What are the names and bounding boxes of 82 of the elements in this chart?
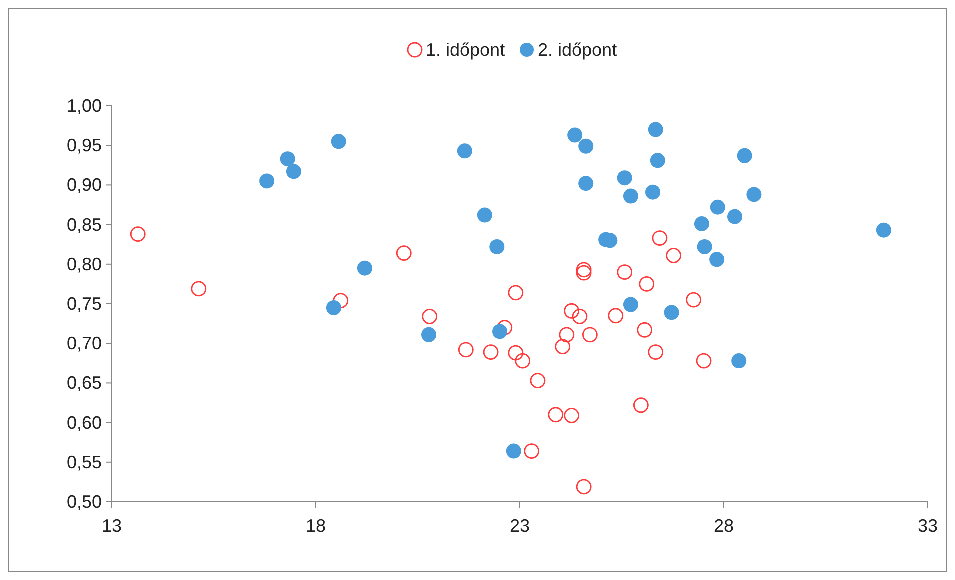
point [576, 262, 592, 278]
point [568, 128, 583, 143]
point [623, 188, 638, 204]
point [564, 303, 580, 319]
point [710, 252, 725, 268]
point [623, 297, 638, 312]
y-tick-label: 0,55 [66, 452, 102, 472]
point [694, 216, 710, 232]
y-tick-label: 0,90 [66, 175, 102, 196]
point [130, 226, 146, 242]
point [497, 320, 513, 336]
point [666, 248, 682, 264]
y-tick-label: 0,60 [66, 412, 102, 433]
point [508, 345, 524, 361]
point [728, 209, 743, 224]
point [876, 222, 892, 238]
point [572, 308, 588, 324]
point [506, 444, 522, 459]
y-tick-label: 0,50 [66, 492, 102, 512]
point [633, 398, 649, 414]
point [576, 479, 592, 495]
y-tick-label: 0,85 [66, 214, 102, 235]
point [490, 239, 505, 254]
point [333, 293, 349, 309]
point [477, 208, 492, 223]
point [732, 354, 747, 369]
point [331, 134, 346, 150]
point [576, 265, 592, 281]
y-tick-label: 0,65 [66, 373, 102, 394]
point [559, 327, 575, 343]
point [457, 144, 472, 159]
point [664, 305, 680, 320]
point [686, 292, 702, 308]
point [578, 176, 594, 192]
point [617, 264, 633, 280]
point [578, 138, 594, 154]
point [357, 260, 372, 276]
point [492, 324, 508, 340]
point [617, 170, 632, 186]
point [260, 174, 275, 189]
y-tick-label: 0,80 [66, 254, 102, 274]
point [646, 184, 661, 200]
point [710, 200, 726, 215]
y-tick-label: 1,00 [66, 96, 102, 116]
point [458, 342, 474, 358]
point [483, 344, 499, 360]
legend-label: 2. időpont [538, 40, 618, 60]
point [652, 230, 668, 246]
point [696, 353, 712, 369]
point [422, 327, 437, 342]
point [286, 164, 302, 180]
point [650, 153, 666, 168]
y-tick-label: 0,70 [66, 334, 102, 354]
point [582, 327, 598, 343]
point [548, 407, 564, 423]
point [737, 148, 752, 164]
legend-label: 1. időpont [426, 40, 506, 60]
point [530, 373, 546, 389]
x-tick-label: 18 [306, 516, 326, 536]
point [515, 353, 531, 369]
point [555, 339, 571, 354]
x-tick-label: 13 [102, 516, 122, 536]
point [637, 322, 653, 338]
point [191, 281, 207, 297]
point [422, 308, 438, 324]
point [608, 308, 624, 324]
point [280, 152, 296, 167]
point [396, 246, 412, 261]
point [564, 408, 580, 424]
y-tick-label: 0,75 [66, 294, 102, 314]
point [639, 276, 655, 292]
y-tick-label: 0,95 [66, 136, 102, 156]
point [697, 239, 712, 254]
point [648, 122, 664, 138]
point [508, 285, 524, 301]
point [746, 187, 762, 202]
point [648, 344, 664, 360]
x-tick-label: 33 [918, 516, 938, 536]
point [326, 300, 342, 316]
x-tick-label: 23 [510, 516, 530, 536]
x-tick-label: 28 [714, 516, 734, 536]
point [524, 444, 540, 459]
